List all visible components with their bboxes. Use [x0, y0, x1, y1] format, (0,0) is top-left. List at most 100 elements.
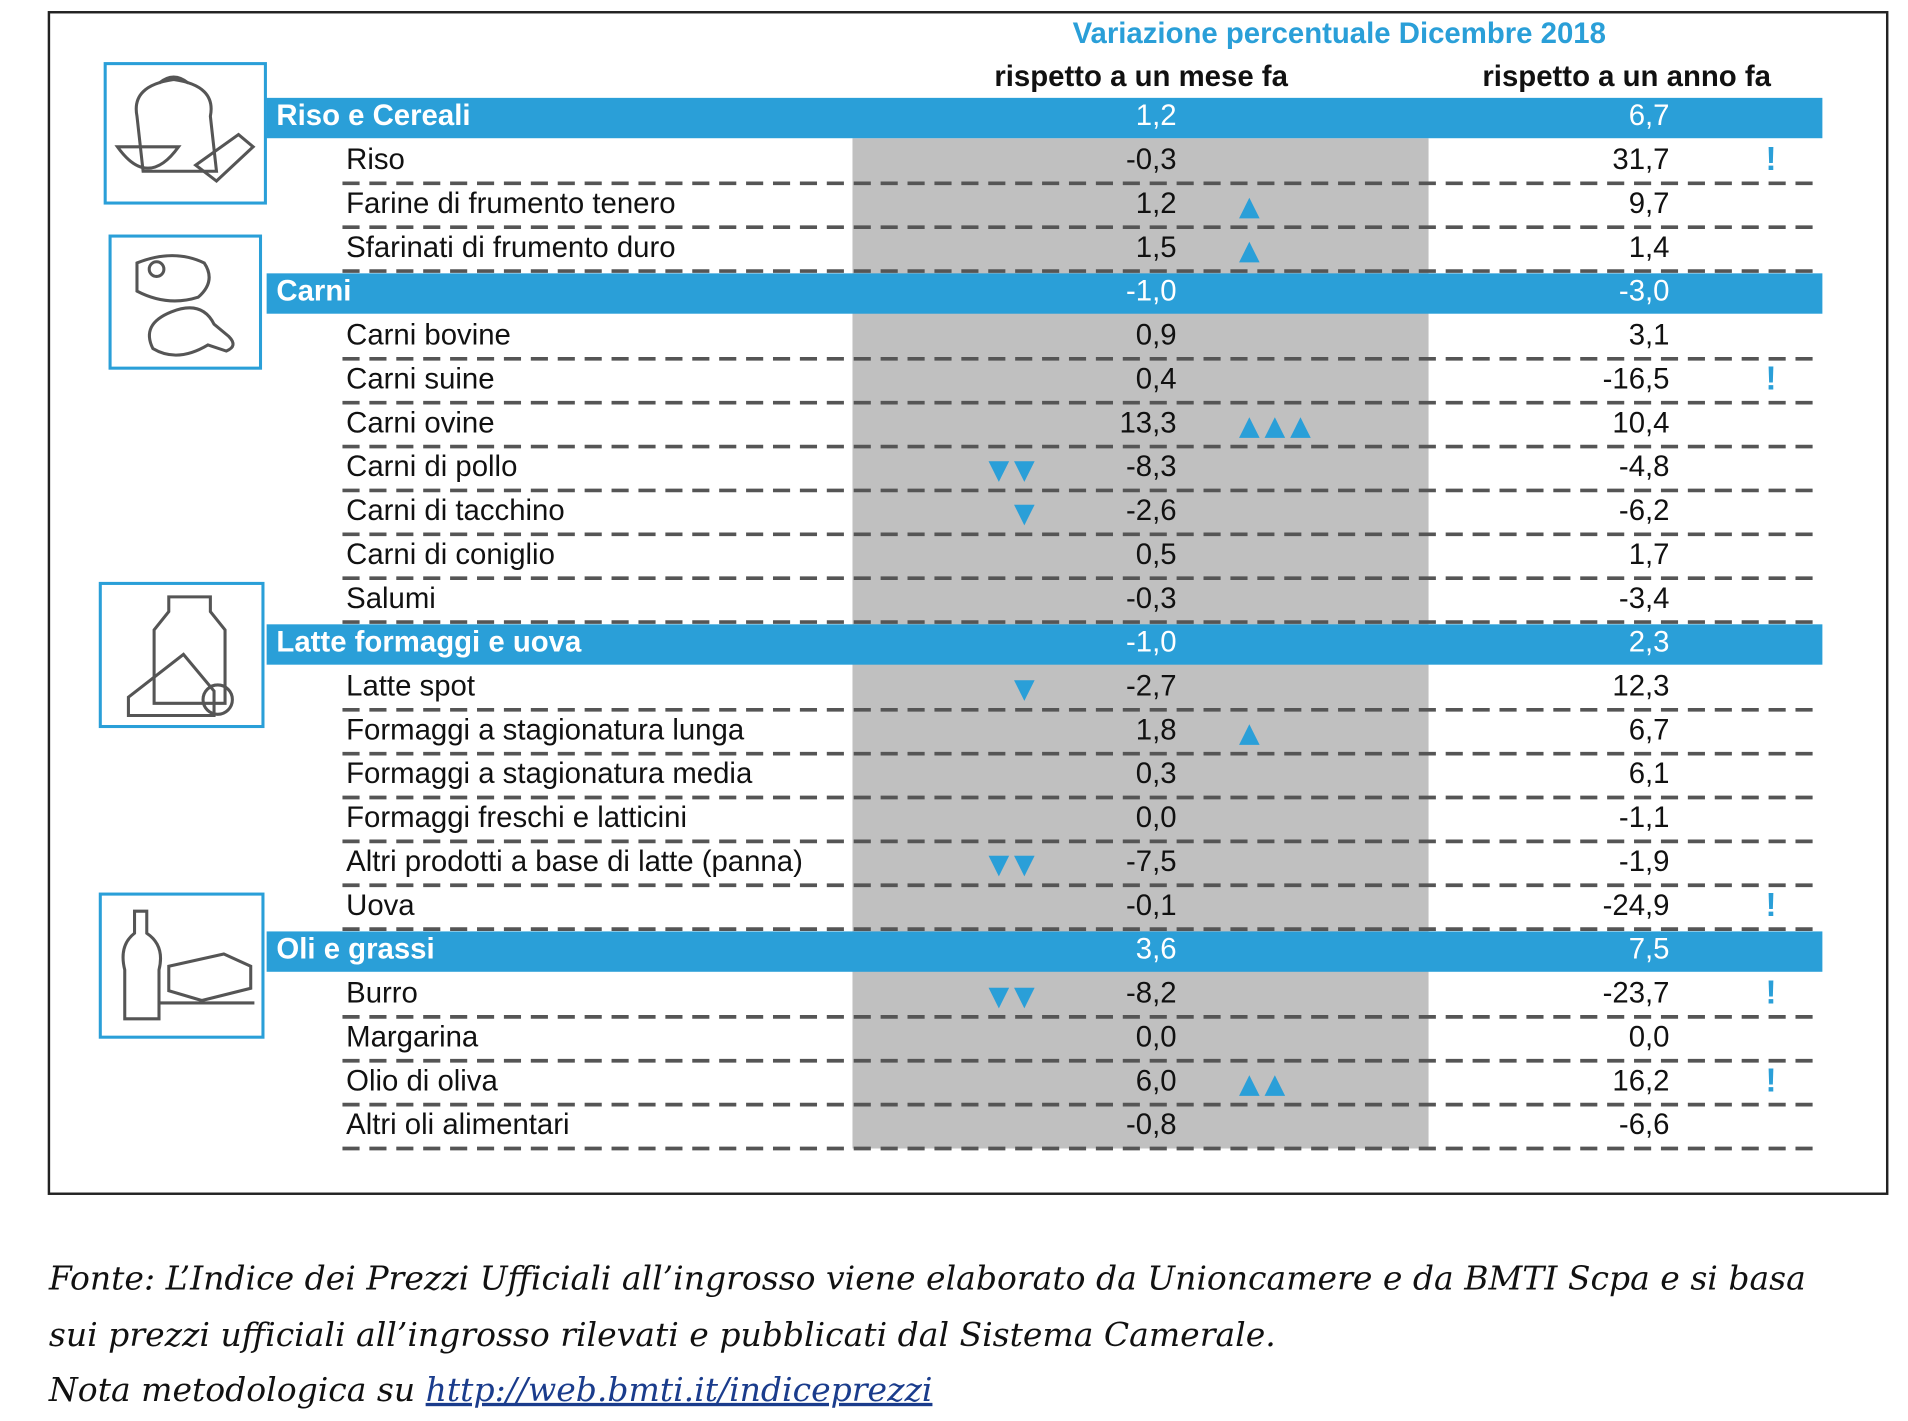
alert-flag: !	[1766, 359, 1777, 396]
trend-indicator: ▼▼	[988, 849, 1039, 880]
column-header: rispetto a un anno fa	[1482, 60, 1771, 93]
item-year: -23,7	[1603, 977, 1670, 1010]
item-name: Carni di tacchino	[346, 494, 565, 527]
item-name: Carni ovine	[346, 406, 494, 439]
item-name: Altri oli alimentari	[346, 1108, 569, 1141]
item-name: Uova	[346, 889, 415, 922]
item-name: Altri prodotti a base di latte (panna)	[346, 845, 803, 878]
item-year: 6,1	[1629, 757, 1670, 790]
item-month: 1,8	[1136, 713, 1177, 746]
item-month: -7,5	[1126, 845, 1177, 878]
item-name: Formaggi freschi e latticini	[346, 801, 687, 834]
trend-indicator: ▲	[1239, 718, 1265, 749]
category-bar	[266, 97, 1823, 139]
icon-box	[98, 892, 265, 1039]
item-name: Carni suine	[346, 362, 494, 395]
category-name: Carni	[276, 275, 351, 308]
category-year: -3,0	[1619, 275, 1670, 308]
category-month: -1,0	[1126, 275, 1177, 308]
icon-cereals	[114, 75, 256, 184]
category-year: 6,7	[1629, 99, 1670, 132]
item-year: 12,3	[1612, 670, 1669, 703]
icon-meat	[135, 254, 235, 357]
item-month: 13,3	[1119, 406, 1176, 439]
category-name: Latte formaggi e uova	[276, 626, 582, 659]
category-year: 2,3	[1629, 626, 1670, 659]
item-month: 0,0	[1136, 1020, 1177, 1053]
item-month: 0,5	[1136, 538, 1177, 571]
item-year: -3,4	[1619, 582, 1670, 615]
item-month: 0,9	[1136, 319, 1177, 352]
item-name: Carni bovine	[346, 319, 511, 352]
item-year: 9,7	[1629, 187, 1670, 220]
icon-box	[108, 234, 263, 370]
item-name: Sfarinati di frumento duro	[346, 231, 675, 264]
icons	[98, 62, 267, 1039]
trend-indicator: ▲▲	[1239, 1069, 1290, 1100]
item-name: Formaggi a stagionatura lunga	[346, 713, 745, 746]
item-month: -8,2	[1126, 977, 1177, 1010]
item-month: 1,5	[1136, 231, 1177, 264]
item-year: -6,2	[1619, 494, 1670, 527]
item-year: 1,4	[1629, 231, 1670, 264]
item-name: Carni di pollo	[346, 450, 517, 483]
item-name: Farine di frumento tenero	[346, 187, 675, 220]
item-year: 3,1	[1629, 319, 1670, 352]
item-month: -2,6	[1126, 494, 1177, 527]
item-year: -4,8	[1619, 450, 1670, 483]
note-text: Nota metodologica su	[48, 1370, 426, 1409]
category-year: 7,5	[1629, 933, 1670, 966]
item-month: 6,0	[1136, 1064, 1177, 1097]
item-year: -1,9	[1619, 845, 1670, 878]
item-year: 16,2	[1612, 1064, 1669, 1097]
link[interactable]: http://web.bmti.it/indiceprezzi	[426, 1370, 933, 1409]
item-name: Riso	[346, 143, 405, 176]
item-name: Margarina	[346, 1020, 479, 1053]
icon-dairy	[126, 595, 234, 718]
item-month: -0,1	[1126, 889, 1177, 922]
column-header: rispetto a un mese fa	[994, 60, 1288, 93]
item-name: Latte spot	[346, 670, 475, 703]
item-year: 0,0	[1629, 1020, 1670, 1053]
trend-indicator: ▲	[1239, 235, 1265, 266]
icon-oil	[121, 909, 255, 1021]
trend-indicator: ▼▼	[988, 454, 1039, 485]
item-year: -16,5	[1603, 362, 1670, 395]
item-name: Carni di coniglio	[346, 538, 555, 571]
item-year: -1,1	[1619, 801, 1670, 834]
item-name: Burro	[346, 977, 418, 1010]
item-month: 0,0	[1136, 801, 1177, 834]
item-year: 6,7	[1629, 713, 1670, 746]
table-title: Variazione percentuale Dicembre 2018	[1073, 17, 1606, 50]
trend-indicator: ▼▼	[988, 981, 1039, 1012]
trend-indicator: ▼	[1014, 498, 1040, 529]
icon-box	[103, 62, 267, 205]
trend-indicator: ▲	[1239, 191, 1265, 222]
item-year: 1,7	[1629, 538, 1670, 571]
item-month: 0,4	[1136, 362, 1177, 395]
footer-line: Fonte: L’Indice dei Prezzi Ufficiali all…	[48, 1259, 1806, 1298]
category-month: 3,6	[1136, 933, 1177, 966]
item-year: 10,4	[1612, 406, 1669, 439]
alert-flag: !	[1766, 974, 1777, 1011]
alert-flag: !	[1766, 886, 1777, 923]
category-month: 1,2	[1136, 99, 1177, 132]
item-month: -0,8	[1126, 1108, 1177, 1141]
item-month: -2,7	[1126, 670, 1177, 703]
item-month: -0,3	[1126, 143, 1177, 176]
footer-note: Nota metodologica su http://web.bmti.it/…	[48, 1370, 933, 1409]
table-body: Riso e Cereali 1,2 6,7 Riso -0,3 31,7 ! Farine …	[266, 97, 1823, 1151]
category-bar	[266, 273, 1823, 314]
trend-indicator: ▼	[1014, 674, 1040, 705]
alert-flag: !	[1766, 1061, 1777, 1098]
category-name: Riso e Cereali	[276, 99, 470, 132]
item-year: 31,7	[1612, 143, 1669, 176]
category-bar	[266, 931, 1823, 972]
footer-line: sui prezzi ufficiali all’ingrosso rileva…	[49, 1315, 1276, 1354]
trend-indicator: ▲▲▲	[1239, 410, 1316, 441]
category-name: Oli e grassi	[276, 933, 434, 966]
item-name: Formaggi a stagionatura media	[346, 757, 753, 790]
